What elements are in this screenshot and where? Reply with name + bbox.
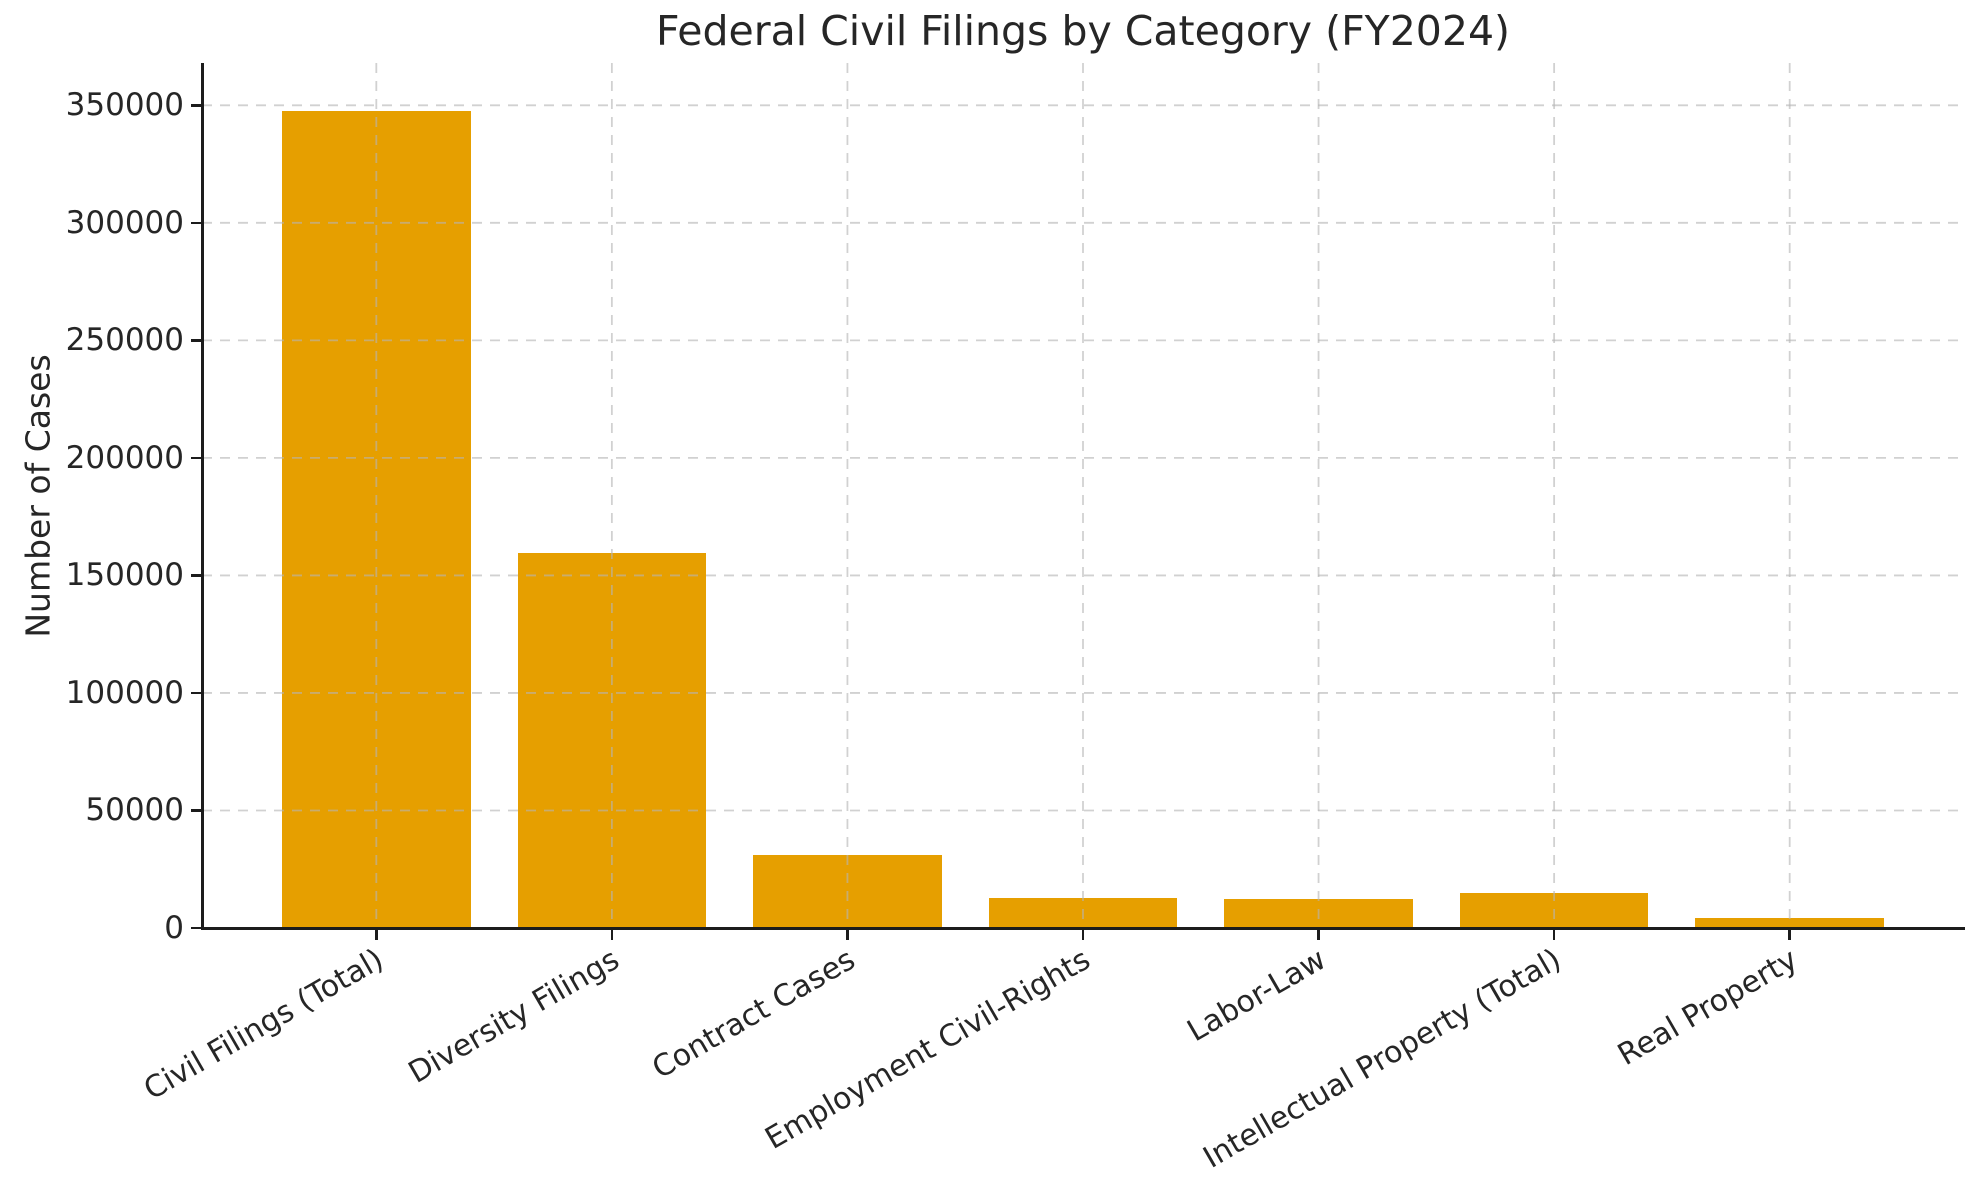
chart-title: Federal Civil Filings by Category (FY202…: [655, 7, 1511, 55]
y-tick-label: 100000: [65, 674, 184, 711]
x-tick-label: Real Property: [1611, 942, 1804, 1073]
y-tick-mark: [191, 456, 202, 460]
y-tick-mark: [191, 926, 202, 930]
y-tick-mark: [191, 574, 202, 577]
x-tick-label: Diversity Filings: [402, 942, 626, 1091]
y-tick-mark: [191, 691, 202, 695]
bar-contract-cases: [753, 855, 942, 928]
bar-civil-filings-total: [282, 111, 471, 928]
y-tick-label: 0: [164, 910, 184, 946]
y-tick-label: 300000: [65, 204, 184, 241]
y-tick-label: 200000: [65, 439, 184, 476]
x-tick-mark: [1317, 929, 1320, 940]
x-tick-label: Contract Cases: [646, 942, 861, 1087]
y-tick-mark: [191, 339, 202, 342]
y-tick-label: 50000: [85, 792, 184, 829]
y-tick-mark: [191, 104, 202, 107]
y-tick-label: 250000: [65, 322, 184, 359]
x-tick-label: Civil Filings (Total): [138, 942, 390, 1108]
x-tick-mark: [1788, 929, 1791, 940]
y-tick-mark: [191, 221, 202, 225]
bar-intellectual-property-total: [1459, 892, 1649, 928]
x-tick-mark: [846, 929, 849, 940]
x-tick-mark: [1552, 929, 1556, 940]
bar-labor-law: [1224, 898, 1413, 928]
x-tick-label: Labor-Law: [1181, 942, 1333, 1049]
bar-employment-civil-rights: [988, 897, 1178, 928]
y-tick-mark: [191, 809, 202, 812]
x-tick-mark: [1081, 929, 1085, 940]
x-tick-mark: [375, 929, 378, 940]
y-tick-label: 350000: [65, 87, 184, 124]
y-axis-spine: [200, 63, 204, 929]
bar-diversity-filings: [517, 552, 707, 928]
y-axis-label: Number of Cases: [18, 354, 58, 638]
plot-area: [202, 63, 1964, 928]
y-tick-label: 150000: [65, 557, 184, 594]
x-axis-spine: [200, 926, 1965, 930]
x-tick-mark: [610, 929, 614, 940]
